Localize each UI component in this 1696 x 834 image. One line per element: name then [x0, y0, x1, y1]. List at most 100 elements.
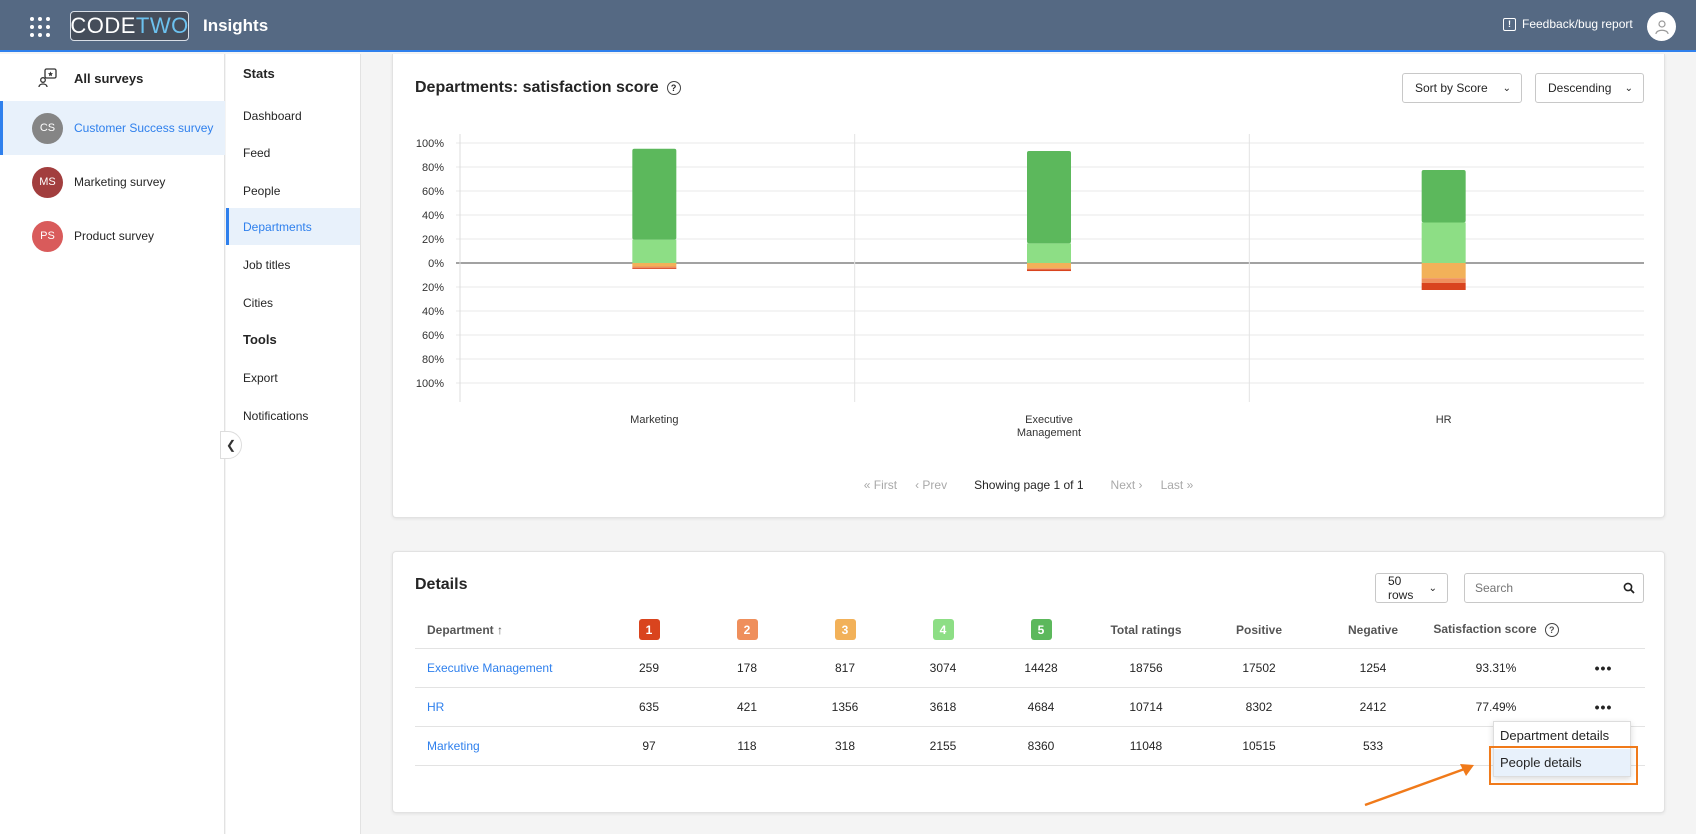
- details-table: Department ↑ 1 2 3 4 5 Total ratings Pos…: [415, 612, 1645, 766]
- menu-department-details[interactable]: Department details: [1500, 728, 1610, 743]
- rating-count-cell: 635: [600, 686, 698, 726]
- search-field[interactable]: [1464, 573, 1644, 603]
- all-surveys-label: All surveys: [74, 70, 144, 86]
- positive-cell: 8302: [1202, 686, 1316, 726]
- total-cell: 18756: [1090, 647, 1202, 687]
- survey-avatar: PS: [32, 220, 63, 252]
- rating-5-badge: 5: [1030, 619, 1052, 641]
- bar-segment: [1027, 268, 1071, 270]
- y-tick-label: 80%: [422, 354, 444, 366]
- bar-segment: [632, 263, 677, 267]
- chart-card-title: Departments: satisfaction score: [415, 79, 659, 96]
- rating-count-cell: 118: [698, 725, 796, 766]
- rows-select[interactable]: 50 rows ⌄: [1375, 573, 1448, 603]
- table-row: HR 635 421 1356 3618 4684 10714 8302 2412 77.49% •…: [415, 686, 1645, 726]
- logo-code-text: CODE: [70, 13, 136, 38]
- codetwo-logo[interactable]: CODE TWO: [70, 11, 189, 41]
- bar-segment: [1421, 278, 1466, 283]
- col-satisfaction-score[interactable]: Satisfaction score?: [1430, 612, 1562, 648]
- y-tick-label: 100%: [416, 378, 444, 390]
- user-icon: [1654, 19, 1669, 34]
- survey-item-product[interactable]: PS Product survey: [0, 209, 225, 263]
- y-tick-label: 60%: [422, 186, 444, 198]
- x-category-label: Management: [1017, 427, 1081, 439]
- nav-item-cities[interactable]: Cities: [243, 295, 274, 310]
- col-negative[interactable]: Negative: [1347, 622, 1399, 637]
- chevron-down-icon: ⌄: [1624, 82, 1633, 94]
- nav-item-notifications[interactable]: Notifications: [243, 408, 309, 423]
- survey-label: Product survey: [74, 229, 155, 243]
- highlight-box: [1489, 746, 1638, 785]
- col-rating-5[interactable]: 5: [992, 612, 1090, 648]
- bar-segment: [1027, 151, 1071, 244]
- positive-cell: 10515: [1202, 725, 1316, 766]
- app-launcher-icon[interactable]: [30, 17, 50, 37]
- nav-item-job-titles[interactable]: Job titles: [243, 257, 291, 272]
- nav-item-dashboard[interactable]: Dashboard: [243, 108, 302, 123]
- surveys-icon: [38, 68, 57, 88]
- rating-count-cell: 259: [600, 647, 698, 687]
- survey-avatar: MS: [32, 166, 63, 198]
- nav-item-export[interactable]: Export: [243, 370, 278, 385]
- survey-item-customer-success[interactable]: CS Customer Success survey: [0, 101, 225, 155]
- stats-nav: Stats Dashboard Feed People Departments …: [226, 54, 361, 834]
- bar-segment: [1421, 282, 1466, 290]
- stats-heading: Stats: [243, 66, 275, 81]
- y-tick-label: 0%: [428, 258, 444, 270]
- order-select[interactable]: Descending ⌄: [1535, 73, 1644, 103]
- nav-item-people[interactable]: People: [243, 183, 281, 198]
- more-actions-icon[interactable]: •••: [1594, 659, 1613, 676]
- feedback-label: Feedback/bug report: [1522, 17, 1633, 31]
- y-tick-label: 40%: [422, 210, 444, 222]
- actions-cell: •••: [1562, 647, 1645, 687]
- nav-item-departments[interactable]: Departments: [226, 208, 360, 245]
- annotation-arrow: [1364, 764, 1474, 807]
- sort-asc-icon: ↑: [497, 622, 504, 637]
- menu-people-details[interactable]: People details: [1494, 749, 1630, 776]
- search-icon[interactable]: [1623, 582, 1635, 594]
- bar-segment: [1421, 263, 1466, 279]
- department-link[interactable]: HR: [427, 699, 445, 714]
- rating-count-cell: 14428: [992, 647, 1090, 687]
- col-rating-3[interactable]: 3: [796, 612, 894, 648]
- col-rating-4[interactable]: 4: [894, 612, 992, 648]
- bar-segment: [1027, 263, 1071, 269]
- total-cell: 10714: [1090, 686, 1202, 726]
- col-rating-2[interactable]: 2: [698, 612, 796, 648]
- feedback-link[interactable]: ! Feedback/bug report: [1503, 17, 1633, 31]
- details-title: Details: [415, 576, 468, 593]
- col-department[interactable]: Department ↑: [427, 622, 504, 637]
- positive-cell: 17502: [1202, 647, 1316, 687]
- nav-item-feed[interactable]: Feed: [243, 145, 271, 160]
- y-tick-label: 80%: [422, 162, 444, 174]
- more-actions-icon[interactable]: •••: [1594, 698, 1613, 715]
- score-cell: 77.49%: [1430, 686, 1562, 726]
- col-rating-1[interactable]: 1: [600, 612, 698, 648]
- actions-cell: •••: [1562, 686, 1645, 726]
- col-positive[interactable]: Positive: [1235, 622, 1283, 637]
- rating-2-badge: 2: [736, 619, 758, 641]
- sort-select-value: Sort by Score: [1415, 81, 1488, 95]
- help-icon[interactable]: ?: [666, 80, 681, 95]
- bar-segment: [632, 239, 677, 263]
- total-cell: 11048: [1090, 725, 1202, 766]
- collapse-sidebar-button[interactable]: ❮: [220, 431, 242, 459]
- chevron-left-icon: ❮: [225, 438, 237, 452]
- rating-count-cell: 3618: [894, 686, 992, 726]
- bar-segment: [1027, 269, 1071, 272]
- col-total-ratings[interactable]: Total ratings: [1110, 622, 1182, 637]
- rating-count-cell: 1356: [796, 686, 894, 726]
- survey-item-marketing[interactable]: MS Marketing survey: [0, 155, 225, 209]
- department-link[interactable]: Executive Management: [427, 660, 553, 675]
- all-surveys-link[interactable]: All surveys: [38, 68, 143, 88]
- pager-next: Next ›: [1110, 478, 1143, 492]
- help-icon[interactable]: ?: [1544, 623, 1559, 638]
- pager-first: « First: [863, 478, 898, 492]
- negative-cell: 2412: [1316, 686, 1430, 726]
- department-link[interactable]: Marketing: [427, 738, 480, 753]
- search-input[interactable]: [1475, 581, 1615, 595]
- sort-select[interactable]: Sort by Score ⌄: [1402, 73, 1522, 103]
- rating-1-badge: 1: [638, 619, 660, 641]
- rating-count-cell: 318: [796, 725, 894, 766]
- user-avatar[interactable]: [1647, 12, 1676, 41]
